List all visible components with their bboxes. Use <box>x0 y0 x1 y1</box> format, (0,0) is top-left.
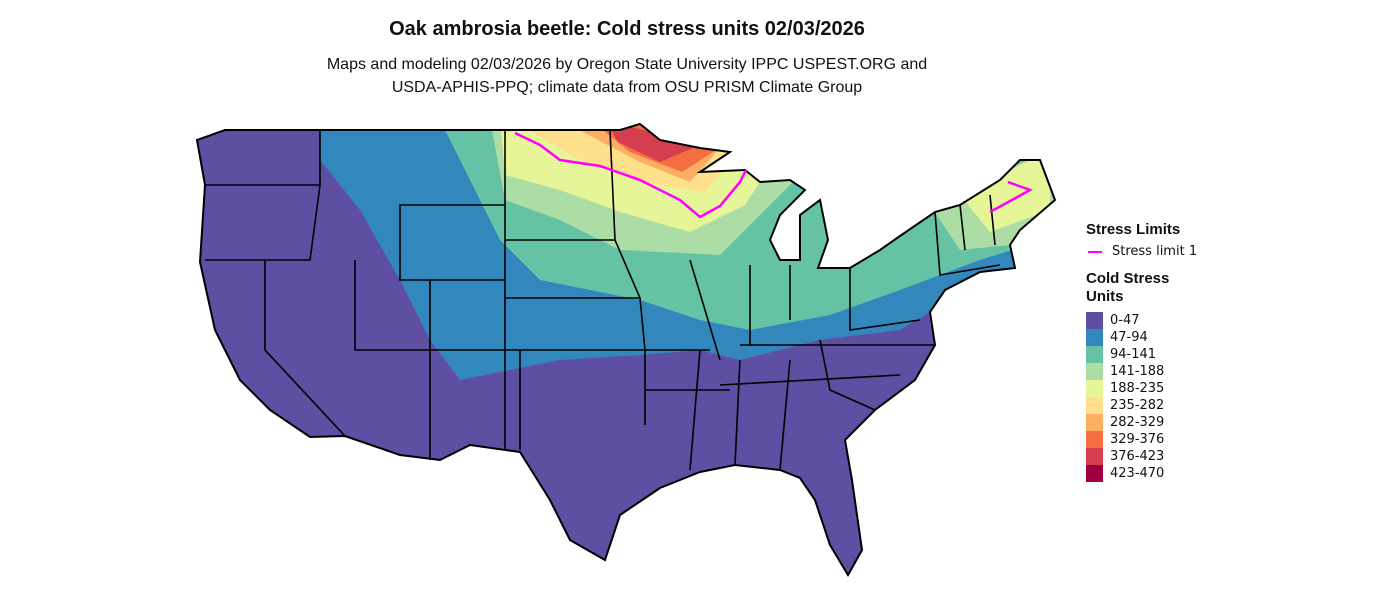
legend-label: 0-47 <box>1110 313 1140 328</box>
legend-label: 282-329 <box>1110 415 1165 430</box>
legend-label: 141-188 <box>1110 364 1165 379</box>
legend-label: 423-470 <box>1110 466 1165 481</box>
legend-label: 376-423 <box>1110 449 1165 464</box>
legend-item: 282-329 <box>1086 414 1197 431</box>
cold-stress-units-title-1: Cold Stress <box>1086 270 1170 287</box>
legend-item: 0-47 <box>1086 312 1197 329</box>
legend-swatch <box>1086 465 1103 482</box>
legend-item: 47-94 <box>1086 329 1197 346</box>
legend-label: 94-141 <box>1110 347 1157 362</box>
legend-label: 47-94 <box>1110 330 1148 345</box>
legend-swatch <box>1086 380 1103 397</box>
legend-item: 188-235 <box>1086 380 1197 397</box>
legend-label: 188-235 <box>1110 381 1165 396</box>
legend-item: 329-376 <box>1086 431 1197 448</box>
legend-swatch <box>1086 397 1103 414</box>
legend-label: 329-376 <box>1110 432 1165 447</box>
map-subtitle-line1: Maps and modeling 02/03/2026 by Oregon S… <box>326 56 928 73</box>
state-borders <box>205 129 1001 471</box>
legend-swatch <box>1086 448 1103 465</box>
cold-stress-units-title-2: Units <box>1086 288 1124 305</box>
region-188-235-ne <box>960 150 1050 232</box>
legend-swatch <box>1086 431 1103 448</box>
stress-limit-1-line <box>514 131 1034 219</box>
stress-limits-title: Stress Limits <box>1086 221 1181 238</box>
legend-swatch <box>1086 414 1103 431</box>
stress-limit-line-key <box>1088 250 1102 253</box>
legend-swatch <box>1086 329 1103 346</box>
us-map <box>196 123 1056 576</box>
legend-swatch <box>1086 363 1103 380</box>
legend-item: 423-470 <box>1086 465 1197 482</box>
map-subtitle-line2: USDA-APHIS-PPQ; climate data from OSU PR… <box>391 79 863 96</box>
legend-item: 94-141 <box>1086 346 1197 363</box>
map-title: Oak ambrosia beetle: Cold stress units 0… <box>389 18 865 40</box>
legend-label: 235-282 <box>1110 398 1165 413</box>
legend-swatch <box>1086 312 1103 329</box>
legend-item: 235-282 <box>1086 397 1197 414</box>
legend-item: 141-188 <box>1086 363 1197 380</box>
stress-limit-label: Stress limit 1 <box>1112 244 1198 259</box>
legend: Stress Limits Stress limit 1 Cold Stress… <box>1086 221 1197 482</box>
region-376-423 <box>605 124 700 162</box>
legend-swatch <box>1086 346 1103 363</box>
legend-item: 376-423 <box>1086 448 1197 465</box>
